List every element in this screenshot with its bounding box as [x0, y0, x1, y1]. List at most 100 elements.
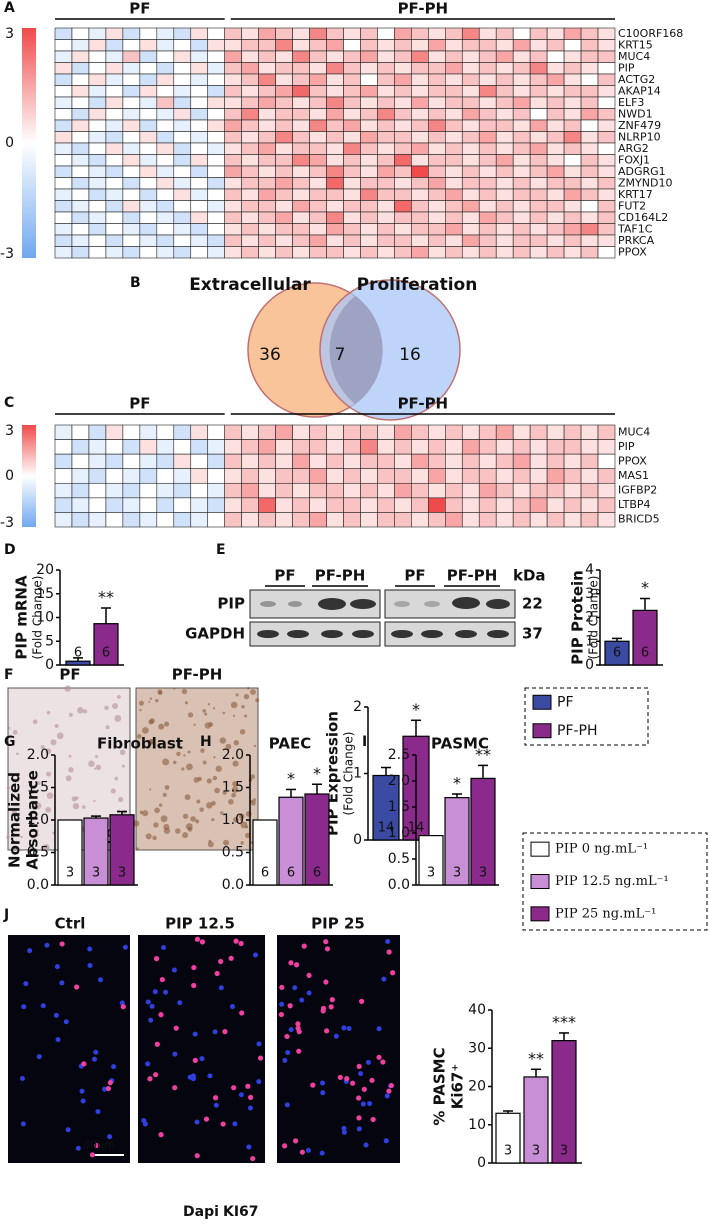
heatmap-cell — [461, 177, 480, 190]
heatmap-cell — [173, 512, 192, 528]
heatmap-cell — [495, 50, 514, 63]
heatmap-cell — [54, 497, 73, 513]
heatmap-cell — [54, 73, 73, 86]
heatmap-cell — [105, 85, 124, 98]
heatmap-cell — [122, 131, 141, 144]
texture — [88, 760, 95, 768]
image-label: PF-PH — [172, 666, 223, 684]
heatmap-cell — [377, 512, 395, 528]
heatmap-cell — [377, 177, 395, 190]
heatmap-cell — [411, 482, 429, 499]
heatmap-cell — [512, 246, 531, 259]
heatmap-cell — [461, 142, 480, 155]
heatmap-cell — [54, 177, 73, 190]
heatmap-cell — [54, 108, 73, 121]
heatmap-cell — [428, 468, 446, 484]
heatmap-cell — [360, 39, 378, 52]
heatmap-cell — [224, 439, 242, 455]
nucleus — [95, 1109, 101, 1115]
heatmap-cell — [343, 27, 361, 40]
nucleus — [384, 1093, 390, 1099]
heatmap-cell — [461, 27, 480, 40]
ki67-nucleus — [191, 964, 197, 971]
texture — [231, 792, 237, 798]
heatmap-cell — [241, 211, 259, 224]
texture — [183, 754, 186, 757]
row-label: PPOX — [618, 245, 647, 258]
micrograph — [8, 935, 130, 1163]
texture — [215, 765, 222, 772]
heatmap-cell — [190, 188, 209, 201]
heatmap-cell — [207, 165, 225, 178]
heatmap-cell — [512, 131, 531, 144]
heatmap-cell — [190, 131, 209, 144]
texture — [81, 805, 86, 809]
ki67-nucleus — [191, 982, 197, 989]
nucleus — [320, 1080, 326, 1086]
heatmap-cell — [292, 497, 310, 513]
texture — [118, 796, 124, 803]
heatmap-cell — [105, 142, 124, 155]
texture — [186, 763, 193, 771]
heatmap-cell — [580, 27, 599, 40]
colorbar-tick-label: 0 — [5, 468, 14, 484]
nucleus — [111, 1064, 117, 1070]
heatmap-cell — [326, 453, 344, 470]
texture — [121, 764, 125, 768]
ki67-nucleus — [59, 941, 65, 947]
heatmap-cell — [190, 165, 209, 178]
texture — [155, 698, 159, 703]
heatmap-cell — [241, 468, 259, 484]
texture — [184, 794, 191, 801]
heatmap-cell — [224, 165, 242, 178]
heatmap-cell — [224, 131, 242, 144]
nucleus — [75, 1145, 81, 1151]
heatmap-cell — [411, 165, 429, 178]
heatmap-cell — [411, 188, 429, 201]
heatmap-cell — [122, 482, 141, 499]
nucleus — [232, 1121, 238, 1127]
heatmap-cell — [495, 223, 514, 236]
colorbar-tick-label: 3 — [5, 26, 14, 42]
heatmap-cell — [275, 453, 293, 470]
heatmap-cell — [139, 439, 158, 455]
heatmap-cell — [580, 73, 599, 86]
heatmap-cell — [173, 468, 192, 484]
heatmap-cell — [495, 468, 514, 484]
y-axis-label: PIP Protein — [569, 570, 587, 665]
heatmap-cell — [122, 154, 141, 167]
heatmap-cell — [478, 468, 497, 484]
heatmap-cell — [360, 177, 378, 190]
heatmap-cell — [411, 85, 429, 98]
texture — [31, 791, 34, 794]
heatmap-cell — [495, 142, 514, 155]
nucleus — [80, 1098, 86, 1104]
significance: ** — [98, 588, 114, 607]
blot-bands — [257, 597, 510, 638]
texture — [145, 833, 152, 840]
ki67-nucleus — [328, 1004, 334, 1010]
heatmap-cell — [326, 424, 344, 440]
nucleus — [145, 999, 151, 1005]
y-tick-label: 2.0 — [388, 773, 410, 789]
heatmap-cell — [241, 39, 259, 52]
nucleus — [292, 985, 298, 991]
ki67-nucleus — [359, 998, 365, 1004]
heatmap-cell — [292, 177, 310, 190]
heatmap-cell — [326, 50, 344, 63]
texture — [200, 748, 205, 753]
n-label: 14 — [378, 821, 395, 836]
heatmap-cell — [71, 200, 90, 213]
colorbar-tick-label: 0 — [5, 135, 14, 151]
band — [486, 599, 510, 609]
heatmap-cell — [207, 424, 225, 440]
nucleus — [279, 1001, 285, 1007]
heatmap-cell — [122, 188, 141, 201]
band — [452, 597, 480, 609]
heatmap-cell — [88, 62, 107, 75]
heatmap-cell — [241, 497, 259, 513]
significance: ** — [528, 1049, 544, 1068]
band — [391, 630, 413, 638]
heatmap-cell — [377, 453, 395, 470]
y-tick-label: 1.0 — [222, 812, 244, 828]
